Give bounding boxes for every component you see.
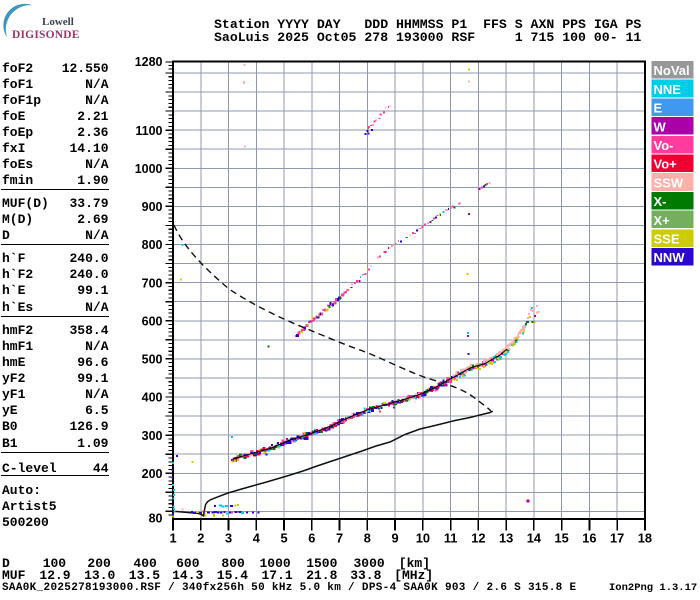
svg-text:1000: 1000	[135, 162, 163, 176]
svg-text:600: 600	[142, 314, 163, 328]
svg-text:SSE: SSE	[654, 232, 680, 247]
svg-text:13: 13	[499, 531, 513, 546]
svg-text:16: 16	[582, 531, 596, 546]
svg-text:900: 900	[142, 200, 163, 214]
svg-text:1: 1	[169, 531, 176, 546]
svg-text:14: 14	[527, 531, 542, 546]
svg-text:15: 15	[555, 531, 569, 546]
svg-text:2: 2	[197, 531, 204, 546]
svg-text:11: 11	[444, 531, 458, 546]
svg-text:17: 17	[610, 531, 624, 546]
svg-text:NNE: NNE	[654, 82, 682, 97]
svg-text:9: 9	[392, 531, 399, 546]
svg-text:300: 300	[142, 429, 163, 443]
svg-text:3: 3	[225, 531, 232, 546]
svg-text:12: 12	[471, 531, 485, 546]
svg-text:7: 7	[336, 531, 343, 546]
svg-text:200: 200	[142, 467, 163, 481]
svg-text:E: E	[654, 101, 663, 116]
svg-text:Vo+: Vo+	[654, 157, 678, 172]
svg-text:X+: X+	[654, 213, 671, 228]
svg-text:80: 80	[149, 512, 163, 526]
svg-text:1100: 1100	[135, 124, 162, 138]
svg-text:Vo-: Vo-	[654, 138, 674, 153]
svg-text:SSW: SSW	[654, 175, 684, 190]
svg-text:400: 400	[142, 391, 163, 405]
svg-text:4: 4	[253, 531, 261, 546]
svg-text:W: W	[654, 119, 667, 134]
svg-text:5: 5	[280, 531, 287, 546]
svg-text:800: 800	[142, 238, 163, 252]
svg-text:1280: 1280	[135, 55, 163, 69]
svg-text:NNW: NNW	[654, 250, 686, 265]
svg-text:6: 6	[308, 531, 315, 546]
svg-text:500: 500	[142, 353, 163, 367]
svg-text:8: 8	[364, 531, 371, 546]
svg-text:10: 10	[416, 531, 430, 546]
svg-text:700: 700	[142, 276, 163, 290]
svg-text:NoVal: NoVal	[654, 63, 690, 78]
svg-text:X-: X-	[654, 194, 667, 209]
svg-text:18: 18	[638, 531, 652, 546]
